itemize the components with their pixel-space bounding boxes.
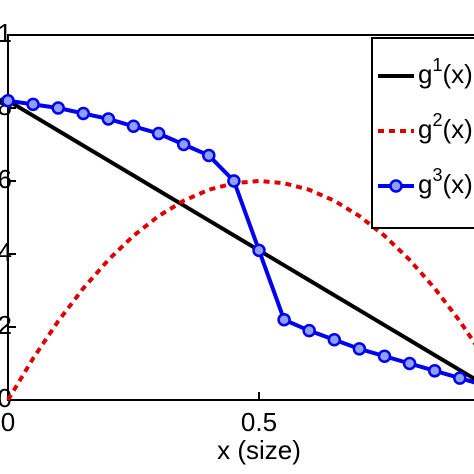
legend-label: g3(x) [418,165,473,199]
marker [202,148,216,163]
marker [76,106,91,121]
marker [1,93,15,108]
y-tick-label: 0.2 [0,310,12,340]
x-tick-label: 0.5 [241,407,277,437]
marker [51,101,65,115]
y-tick-label: 0.6 [0,164,12,194]
y-tick-label: 0 [0,383,12,413]
marker [101,112,116,126]
marker [302,323,316,338]
series-line [6,178,474,402]
marker [427,364,442,378]
marker [453,371,467,385]
marker [176,137,191,152]
marker [151,126,166,141]
marker [26,97,40,112]
legend-marker [389,179,403,193]
marker [352,342,367,356]
marker [327,333,342,347]
marker [402,356,417,371]
marker [377,349,392,363]
y-tick-label: 1 [0,18,12,48]
x-tick-label: 0 [1,407,15,437]
marker [277,312,291,327]
legend-label: g1(x) [418,55,473,89]
marker [126,119,141,133]
x-axis-label: x (size) [217,435,301,465]
y-tick-label: 0.4 [0,237,12,267]
legend-label: g2(x) [418,110,473,144]
marker [227,174,241,188]
marker [252,243,266,258]
